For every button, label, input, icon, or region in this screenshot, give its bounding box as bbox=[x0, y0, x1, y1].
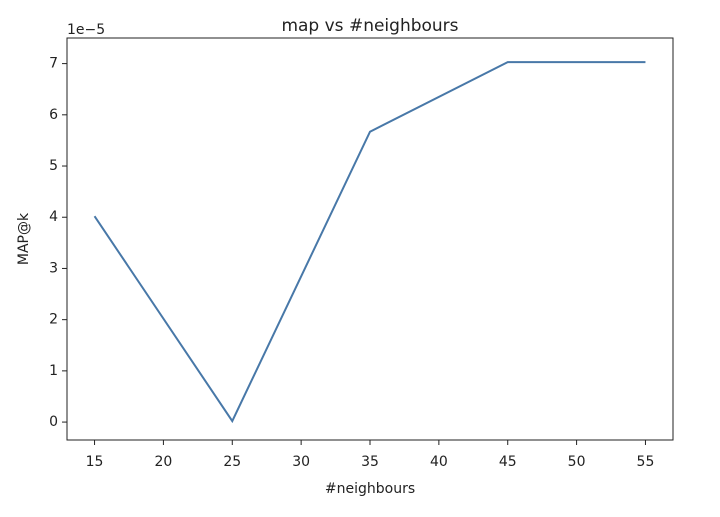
y-tick-label: 3 bbox=[49, 260, 58, 276]
y-tick-label: 2 bbox=[49, 312, 58, 328]
x-tick-label: 35 bbox=[361, 454, 379, 470]
y-tick-label: 4 bbox=[49, 209, 58, 225]
y-tick-label: 0 bbox=[49, 414, 58, 430]
y-offset-label: 1e−5 bbox=[67, 22, 105, 38]
x-axis-label: #neighbours bbox=[325, 481, 415, 497]
x-tick-label: 25 bbox=[223, 454, 241, 470]
x-tick-label: 15 bbox=[86, 454, 104, 470]
x-tick-label: 30 bbox=[292, 454, 310, 470]
x-tick-label: 20 bbox=[154, 454, 172, 470]
y-tick-label: 5 bbox=[49, 158, 58, 174]
x-tick-label: 40 bbox=[430, 454, 448, 470]
x-tick-label: 45 bbox=[499, 454, 517, 470]
y-tick-label: 1 bbox=[49, 363, 58, 379]
x-tick-label: 50 bbox=[568, 454, 586, 470]
y-tick-label: 7 bbox=[49, 56, 58, 72]
y-tick-label: 6 bbox=[49, 107, 58, 123]
data-line bbox=[93, 61, 646, 424]
x-tick-label: 55 bbox=[637, 454, 655, 470]
chart-title: map vs #neighbours bbox=[281, 16, 458, 36]
y-axis-label: MAP@k bbox=[16, 212, 32, 265]
